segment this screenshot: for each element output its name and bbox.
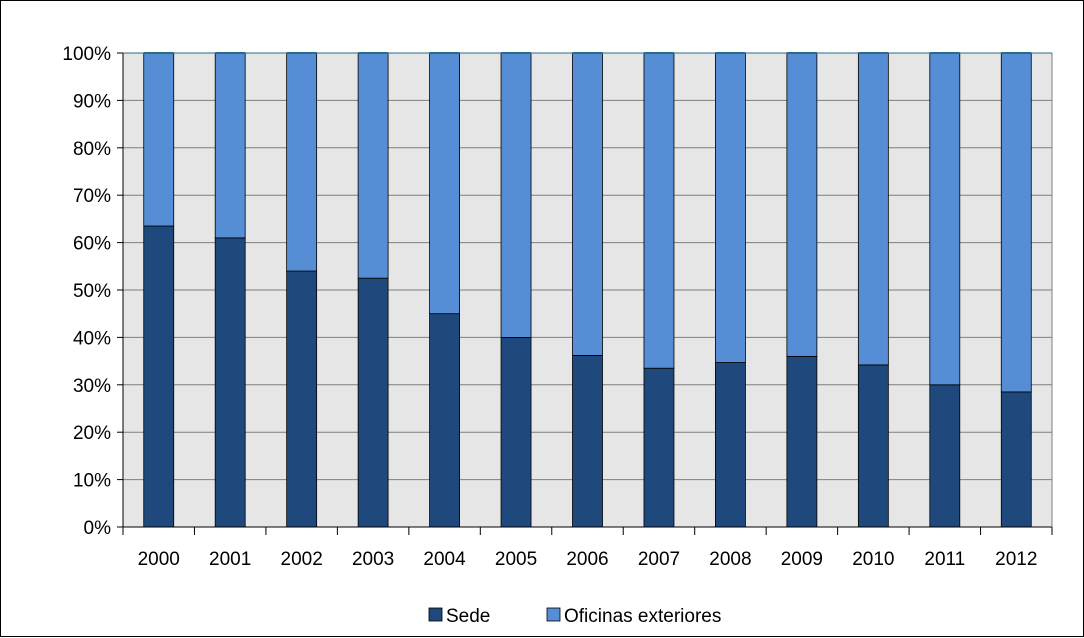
axes (117, 52, 1053, 535)
legend-label-oficinas-exteriores: Oficinas exteriores (564, 606, 721, 627)
bar-oficinas-exteriores-2000 (143, 52, 175, 227)
bar-sede-2012 (1000, 391, 1032, 528)
bar-sede-2003 (357, 277, 389, 528)
bar-oficinas-exteriores-2010 (857, 52, 889, 366)
bar-oficinas-exteriores-2008 (715, 52, 746, 363)
x-tick-label-2012: 2012 (995, 549, 1037, 570)
legend-label-sede: Sede (446, 606, 490, 627)
x-tick-label-2000: 2000 (138, 549, 180, 570)
bar-sede-2004 (429, 313, 460, 528)
bar-sede-2000 (143, 225, 175, 528)
x-tick-label-2009: 2009 (781, 549, 823, 570)
legend: Sede Oficinas exteriores (428, 606, 721, 627)
x-tick-label-2002: 2002 (281, 549, 323, 570)
y-axis-tick-labels: 0% 10% 20% 30% 40% 50% 60% 70% 80% 90% 100% (62, 44, 111, 539)
bar-oficinas-exteriores-2002 (286, 52, 318, 272)
bar-oficinas-exteriores-2004 (429, 52, 460, 315)
x-tick-label-2005: 2005 (495, 549, 537, 570)
y-tick-label: 80% (73, 139, 111, 160)
bar-sede-2002 (286, 270, 318, 528)
bar-oficinas-exteriores-2005 (500, 52, 532, 338)
x-tick-label-2006: 2006 (566, 549, 608, 570)
bar-sede-2009 (786, 355, 818, 528)
x-tick-label-2004: 2004 (423, 549, 466, 570)
legend-swatch-sede (428, 607, 443, 622)
bar-oficinas-exteriores-2007 (643, 52, 675, 369)
bar-sede-2010 (857, 364, 889, 528)
x-axis-tick-labels: 2000 2001 2002 2003 2004 2005 2006 2007 2008 2009… (138, 549, 1038, 570)
bar-sede-2007 (643, 367, 675, 528)
bar-oficinas-exteriores-2003 (357, 52, 389, 279)
y-tick-label: 20% (73, 423, 111, 444)
y-tick-label: 50% (73, 281, 111, 302)
bar-sede-2001 (214, 237, 246, 528)
bar-oficinas-exteriores-2006 (572, 52, 603, 356)
y-tick-label: 30% (73, 376, 111, 397)
bar-sede-2005 (500, 336, 532, 528)
bar-sede-2008 (715, 362, 746, 528)
y-tick-label: 60% (73, 234, 111, 255)
y-tick-label: 100% (62, 44, 111, 65)
y-tick-label: 90% (73, 91, 111, 112)
y-tick-label: 0% (84, 518, 112, 539)
bar-oficinas-exteriores-2012 (1000, 52, 1032, 393)
y-tick-label: 70% (73, 186, 111, 207)
bar-oficinas-exteriores-2011 (929, 52, 961, 386)
x-tick-label-2001: 2001 (209, 549, 251, 570)
x-tick-label-2008: 2008 (709, 549, 751, 570)
bar-sede-2006 (572, 355, 603, 528)
bar-sede-2011 (929, 384, 961, 528)
x-tick-label-2007: 2007 (638, 549, 680, 570)
legend-swatch-oficinas-exteriores (546, 607, 561, 622)
y-tick-label: 40% (73, 328, 111, 349)
bar-oficinas-exteriores-2009 (786, 52, 818, 357)
x-tick-label-2010: 2010 (852, 549, 894, 570)
bar-oficinas-exteriores-2001 (214, 52, 246, 239)
x-tick-label-2003: 2003 (352, 549, 394, 570)
x-tick-label-2011: 2011 (924, 549, 965, 570)
y-tick-label: 10% (73, 471, 111, 492)
